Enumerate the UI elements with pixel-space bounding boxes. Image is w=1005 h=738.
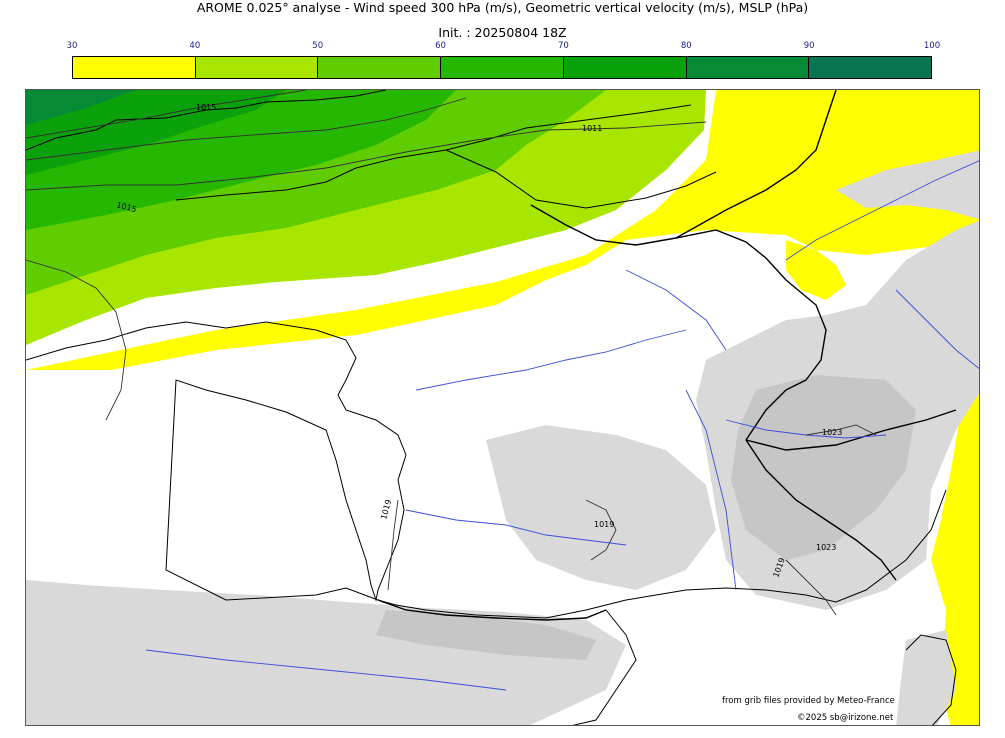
wind-speed-colorbar xyxy=(72,56,932,79)
colorbar-tick: 80 xyxy=(680,41,692,51)
colorbar-tick: 90 xyxy=(803,41,815,51)
wind-band-70-80 xyxy=(26,90,286,175)
colorbar-tick: 100 xyxy=(923,41,941,51)
colorbar-segment-90-100 xyxy=(809,57,932,78)
isobar-label: 1015 xyxy=(196,103,216,112)
isobar-label: 1023 xyxy=(816,543,836,552)
chart-title: AROME 0.025° analyse - Wind speed 300 hP… xyxy=(196,0,809,15)
isobars xyxy=(26,90,877,616)
rivers xyxy=(145,160,979,691)
colorbar-segment-60-70 xyxy=(441,57,564,78)
wind-band-80-90 xyxy=(26,90,136,125)
colorbar-tick: 50 xyxy=(312,41,324,51)
borders xyxy=(377,90,957,621)
data-credit: from grib files provided by Meteo-France xyxy=(722,696,895,706)
colorbar-segment-70-80 xyxy=(563,57,687,78)
weather-map: 1015 1011 1015 1019 1019 1023 1023 1019 xyxy=(25,89,980,726)
wind-patch-rhine xyxy=(786,240,846,300)
copyright-credit: ©2025 sb@irizone.net xyxy=(797,713,894,723)
isobar-label: 1019 xyxy=(594,520,614,529)
wind-band-30-40 xyxy=(26,90,979,370)
colorbar-segment-50-60 xyxy=(318,57,442,78)
terrain-shading-dark xyxy=(376,375,916,660)
colorbar-tick: 60 xyxy=(435,41,446,51)
init-time: Init. : 20250804 18Z xyxy=(438,25,567,40)
colorbar-tick: 30 xyxy=(66,41,78,51)
wind-patch-east xyxy=(931,345,979,725)
colorbar-tick: 40 xyxy=(189,41,201,51)
isobar-label: 1011 xyxy=(582,124,602,133)
colorbar-tick: 70 xyxy=(558,41,569,51)
colorbar-ticks: 30 40 50 60 70 80 90 100 xyxy=(67,41,941,53)
colorbar-segment-30-40 xyxy=(73,57,196,78)
isobar-label: 1019 xyxy=(379,499,393,521)
colorbar-segment-40-50 xyxy=(195,57,319,78)
isobar-label: 1023 xyxy=(822,428,842,437)
colorbar-segment-80-90 xyxy=(686,57,810,78)
coastlines xyxy=(26,90,957,725)
